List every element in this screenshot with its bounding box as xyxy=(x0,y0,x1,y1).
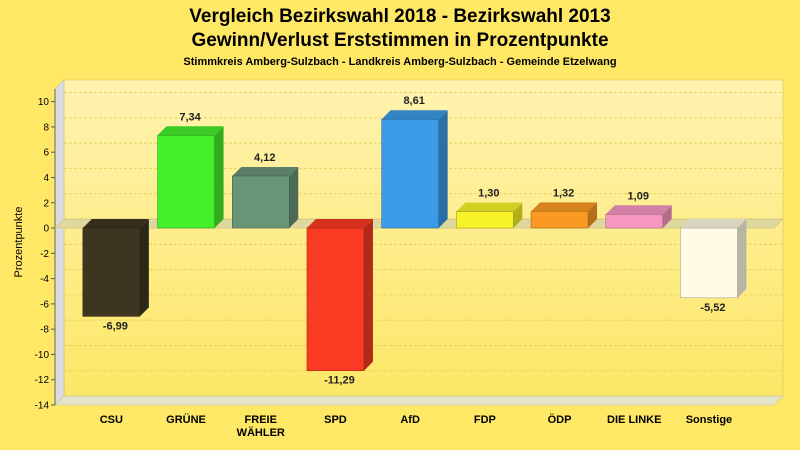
y-tick-label: -14 xyxy=(35,401,50,412)
x-tick-label: Sonstige xyxy=(686,414,732,426)
x-tick-label: SPD xyxy=(324,414,347,426)
y-tick-label: -4 xyxy=(40,274,49,285)
bar-side xyxy=(662,205,672,229)
chart-title-line2: Gewinn/Verlust Erststimmen in Prozentpun… xyxy=(191,30,608,51)
y-tick-label: -12 xyxy=(35,375,50,386)
y-tick-label: 8 xyxy=(43,122,49,133)
bar-top xyxy=(306,219,373,229)
bar-top xyxy=(531,202,598,212)
data-label: 1,32 xyxy=(553,187,574,199)
x-tick-label: FDP xyxy=(474,414,496,426)
bar-side xyxy=(438,110,448,229)
bar xyxy=(605,214,663,229)
y-tick-label: -6 xyxy=(40,299,49,310)
chart-title: Vergleich Bezirkswahl 2018 - Bezirkswahl… xyxy=(189,6,610,27)
bar-side xyxy=(139,219,149,317)
data-label: -11,29 xyxy=(324,375,355,387)
data-label: 4,12 xyxy=(254,152,275,164)
x-tick-label: WÄHLER xyxy=(237,426,285,439)
bar xyxy=(680,227,738,299)
y-tick-label: -2 xyxy=(40,249,49,260)
x-tick-label: GRÜNE xyxy=(166,413,206,426)
bar-top xyxy=(381,110,448,120)
bar-side xyxy=(737,219,747,298)
bar-top xyxy=(456,202,523,212)
y-tick-label: 4 xyxy=(43,173,49,184)
y-axis-label: Prozentpunkte xyxy=(13,207,25,278)
x-tick-label: DIE LINKE xyxy=(607,414,661,426)
bar-top xyxy=(82,219,149,229)
y-tick-label: 6 xyxy=(43,148,49,159)
x-tick-label: CSU xyxy=(100,414,123,426)
data-label: -5,52 xyxy=(700,302,725,314)
plot-area: 10 8 6 4 2 0 -2 -4 -6 -8 -10 -12 -14 -6,99 CSU 7,34 GRÜN… xyxy=(35,79,784,439)
floor xyxy=(54,395,784,406)
data-label: 7,34 xyxy=(179,111,201,123)
y-tick-label: 2 xyxy=(43,198,49,209)
y-tick-label: -10 xyxy=(35,350,50,361)
bar-side xyxy=(588,202,598,229)
bar-side xyxy=(289,166,299,229)
data-label: -6,99 xyxy=(103,320,128,332)
bar xyxy=(306,227,365,371)
bar-side xyxy=(214,126,224,229)
bar-side xyxy=(363,219,373,371)
bar-top xyxy=(605,205,672,215)
y-tick-label: -8 xyxy=(40,325,49,336)
bar-top xyxy=(680,219,747,229)
data-label: 1,30 xyxy=(478,188,499,200)
bar-top xyxy=(157,126,224,136)
data-label: 1,09 xyxy=(628,190,649,202)
bar-top xyxy=(232,166,299,176)
x-tick-label: AfD xyxy=(400,414,420,426)
bar xyxy=(232,175,290,229)
bar xyxy=(530,211,589,229)
x-tick-label: ÖDP xyxy=(548,413,572,426)
y-tick-label: 10 xyxy=(38,97,50,108)
chart-subtitle: Stimmkreis Amberg-Sulzbach - Landkreis A… xyxy=(183,56,616,68)
y-tick-label: 0 xyxy=(43,224,49,235)
x-tick-label: FREIE xyxy=(245,414,277,426)
left-wall xyxy=(54,79,65,406)
bar xyxy=(381,118,439,229)
bar xyxy=(82,227,141,317)
bar xyxy=(456,211,514,229)
data-label: 8,61 xyxy=(403,95,424,107)
bar xyxy=(157,135,215,229)
bar-side xyxy=(513,202,523,229)
